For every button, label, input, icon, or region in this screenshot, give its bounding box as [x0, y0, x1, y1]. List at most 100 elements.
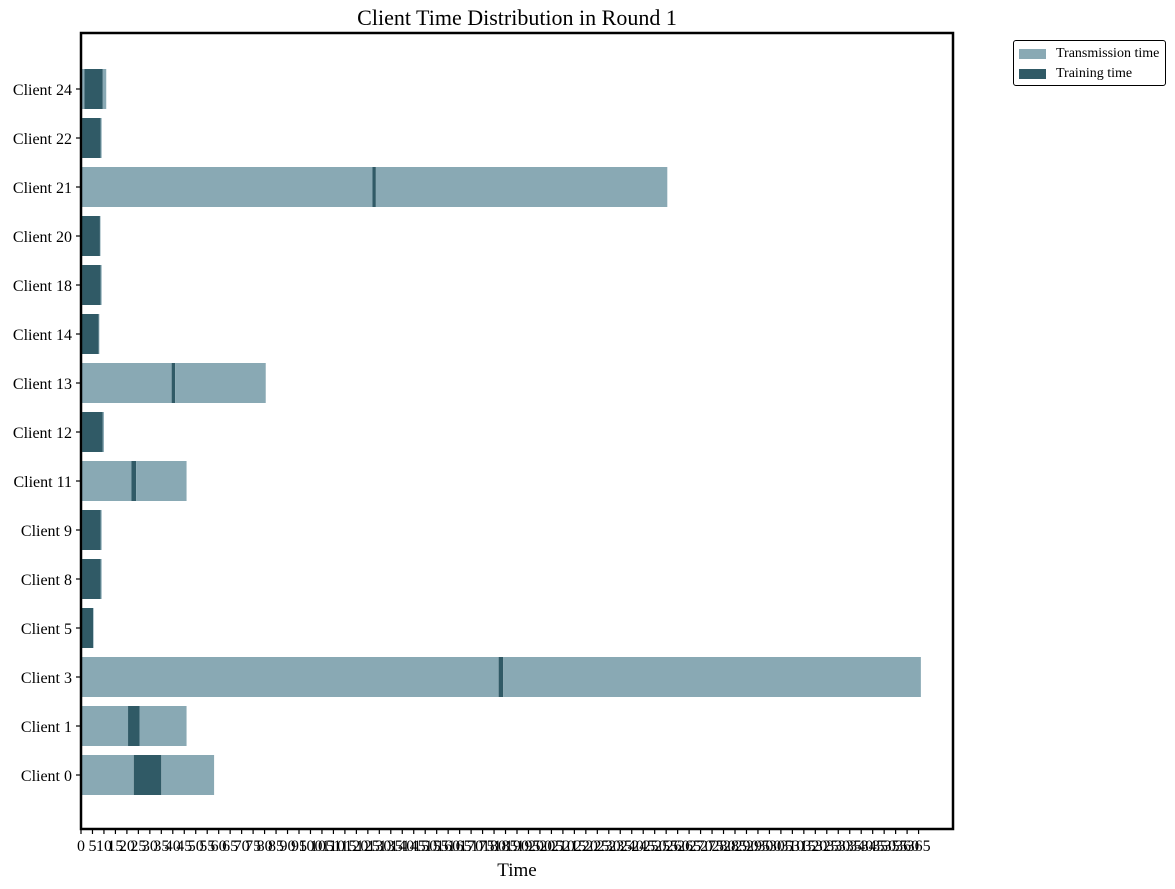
- x-tick-label: 90: [280, 838, 296, 855]
- x-tick-label: 340: [849, 838, 873, 855]
- x-tick-label: 105: [310, 838, 334, 855]
- x-tick-label: 130: [367, 838, 391, 855]
- x-tick-label: 285: [723, 838, 747, 855]
- y-tick-label: Client 9: [21, 523, 72, 540]
- bar-training-client-9: [82, 510, 101, 550]
- x-tick-label: 50: [188, 838, 204, 855]
- bar-transmission-client-20-b: [99, 216, 101, 256]
- x-tick-label: 55: [199, 838, 215, 855]
- bar-transmission-client-22-b: [100, 118, 102, 158]
- x-tick-label: 45: [176, 838, 192, 855]
- x-tick-label: 160: [436, 838, 460, 855]
- x-tick-label: 350: [872, 838, 896, 855]
- bar-transmission-client-0-b: [161, 755, 215, 795]
- x-tick-label: 10: [96, 838, 112, 855]
- y-tick-label: Client 3: [21, 670, 72, 687]
- x-tick-label: 40: [165, 838, 181, 855]
- x-tick-label: 210: [551, 838, 575, 855]
- y-tick-label: Client 24: [13, 82, 72, 99]
- x-tick-label: 145: [402, 838, 426, 855]
- x-tick-label: 95: [291, 838, 307, 855]
- bar-training-client-18: [82, 265, 101, 305]
- bar-transmission-client-8-b: [100, 559, 102, 599]
- x-tick-label: 15: [107, 838, 123, 855]
- x-tick-label: 75: [245, 838, 261, 855]
- x-tick-label: 305: [769, 838, 793, 855]
- legend-swatch-training: [1019, 69, 1046, 79]
- x-tick-label: 255: [654, 838, 678, 855]
- y-tick-label: Client 13: [13, 376, 72, 393]
- bar-training-client-21: [372, 167, 376, 207]
- bar-transmission-client-21-b: [375, 167, 668, 207]
- x-tick-label: 345: [861, 838, 885, 855]
- x-tick-label: 125: [356, 838, 380, 855]
- legend-swatch-transmission: [1019, 49, 1046, 59]
- x-tick-label: 180: [482, 838, 506, 855]
- x-tick-label: 270: [689, 838, 713, 855]
- bar-transmission-client-13-a: [81, 363, 172, 403]
- x-tick-label: 265: [677, 838, 701, 855]
- x-tick-label: 165: [448, 838, 472, 855]
- x-tick-label: 35: [153, 838, 169, 855]
- y-tick-label: Client 5: [21, 621, 72, 638]
- x-tick-label: 250: [643, 838, 667, 855]
- x-tick-label: 320: [803, 838, 827, 855]
- x-tick-label: 365: [907, 838, 931, 855]
- bar-training-client-11: [131, 461, 137, 501]
- plot-frame: [79, 31, 955, 831]
- legend-item-training: Training time: [1019, 64, 1160, 84]
- x-tick-label: 60: [211, 838, 227, 855]
- x-tick-label: 155: [425, 838, 449, 855]
- legend-item-transmission: Transmission time: [1019, 44, 1160, 64]
- bar-transmission-client-24-b: [102, 69, 107, 109]
- bar-training-client-1: [128, 706, 140, 746]
- x-tick-label: 20: [119, 838, 135, 855]
- bar-training-client-0: [133, 755, 162, 795]
- x-tick-label: 280: [712, 838, 736, 855]
- x-tick-label: 120: [344, 838, 368, 855]
- x-tick-label: 170: [459, 838, 483, 855]
- y-tick-label: Client 1: [21, 719, 72, 736]
- x-tick-label: 360: [895, 838, 919, 855]
- y-tick-label: Client 11: [13, 474, 72, 491]
- x-tick-label: 300: [757, 838, 781, 855]
- x-tick-label: 230: [597, 838, 621, 855]
- y-tick-label: Client 20: [13, 229, 72, 246]
- x-tick-label: 200: [528, 838, 552, 855]
- x-tick-label: 220: [574, 838, 598, 855]
- bar-transmission-client-18-b: [100, 265, 102, 305]
- bar-transmission-client-13-b: [175, 363, 266, 403]
- bar-training-client-3: [498, 657, 504, 697]
- y-tick-label: Client 0: [21, 768, 72, 785]
- x-tick-label: 355: [884, 838, 908, 855]
- x-tick-label: 290: [734, 838, 758, 855]
- x-tick-label: 205: [539, 838, 563, 855]
- x-tick-label: 295: [746, 838, 770, 855]
- bar-transmission-client-0-a: [81, 755, 134, 795]
- bar-transmission-client-5-b: [93, 608, 94, 648]
- x-tick-label: 140: [390, 838, 414, 855]
- bar-training-client-8: [82, 559, 101, 599]
- legend-label-transmission: Transmission time: [1056, 46, 1160, 61]
- x-tick-label: 185: [494, 838, 518, 855]
- y-tick-label: Client 12: [13, 425, 72, 442]
- y-tick-label: Client 21: [13, 180, 72, 197]
- x-tick-label: 215: [562, 838, 586, 855]
- x-tick-label: 175: [471, 838, 495, 855]
- bar-training-client-5: [81, 608, 94, 648]
- bar-transmission-client-11-a: [81, 461, 132, 501]
- x-tick-label: 325: [815, 838, 839, 855]
- x-tick-label: 275: [700, 838, 724, 855]
- bar-training-client-20: [81, 216, 100, 256]
- y-tick-label: Client 22: [13, 131, 72, 148]
- x-tick-label: 190: [505, 838, 529, 855]
- x-tick-label: 65: [222, 838, 238, 855]
- bar-training-client-12: [82, 412, 103, 452]
- x-tick-label: 85: [268, 838, 284, 855]
- x-axis: 0 5 10152025303540455055606570758085909510…: [77, 829, 931, 855]
- bar-transmission-client-3-a: [81, 657, 499, 697]
- y-tick-label: Client 8: [21, 572, 72, 589]
- bar-transmission-client-21-a: [81, 167, 373, 207]
- x-axis-label: Time: [497, 860, 536, 881]
